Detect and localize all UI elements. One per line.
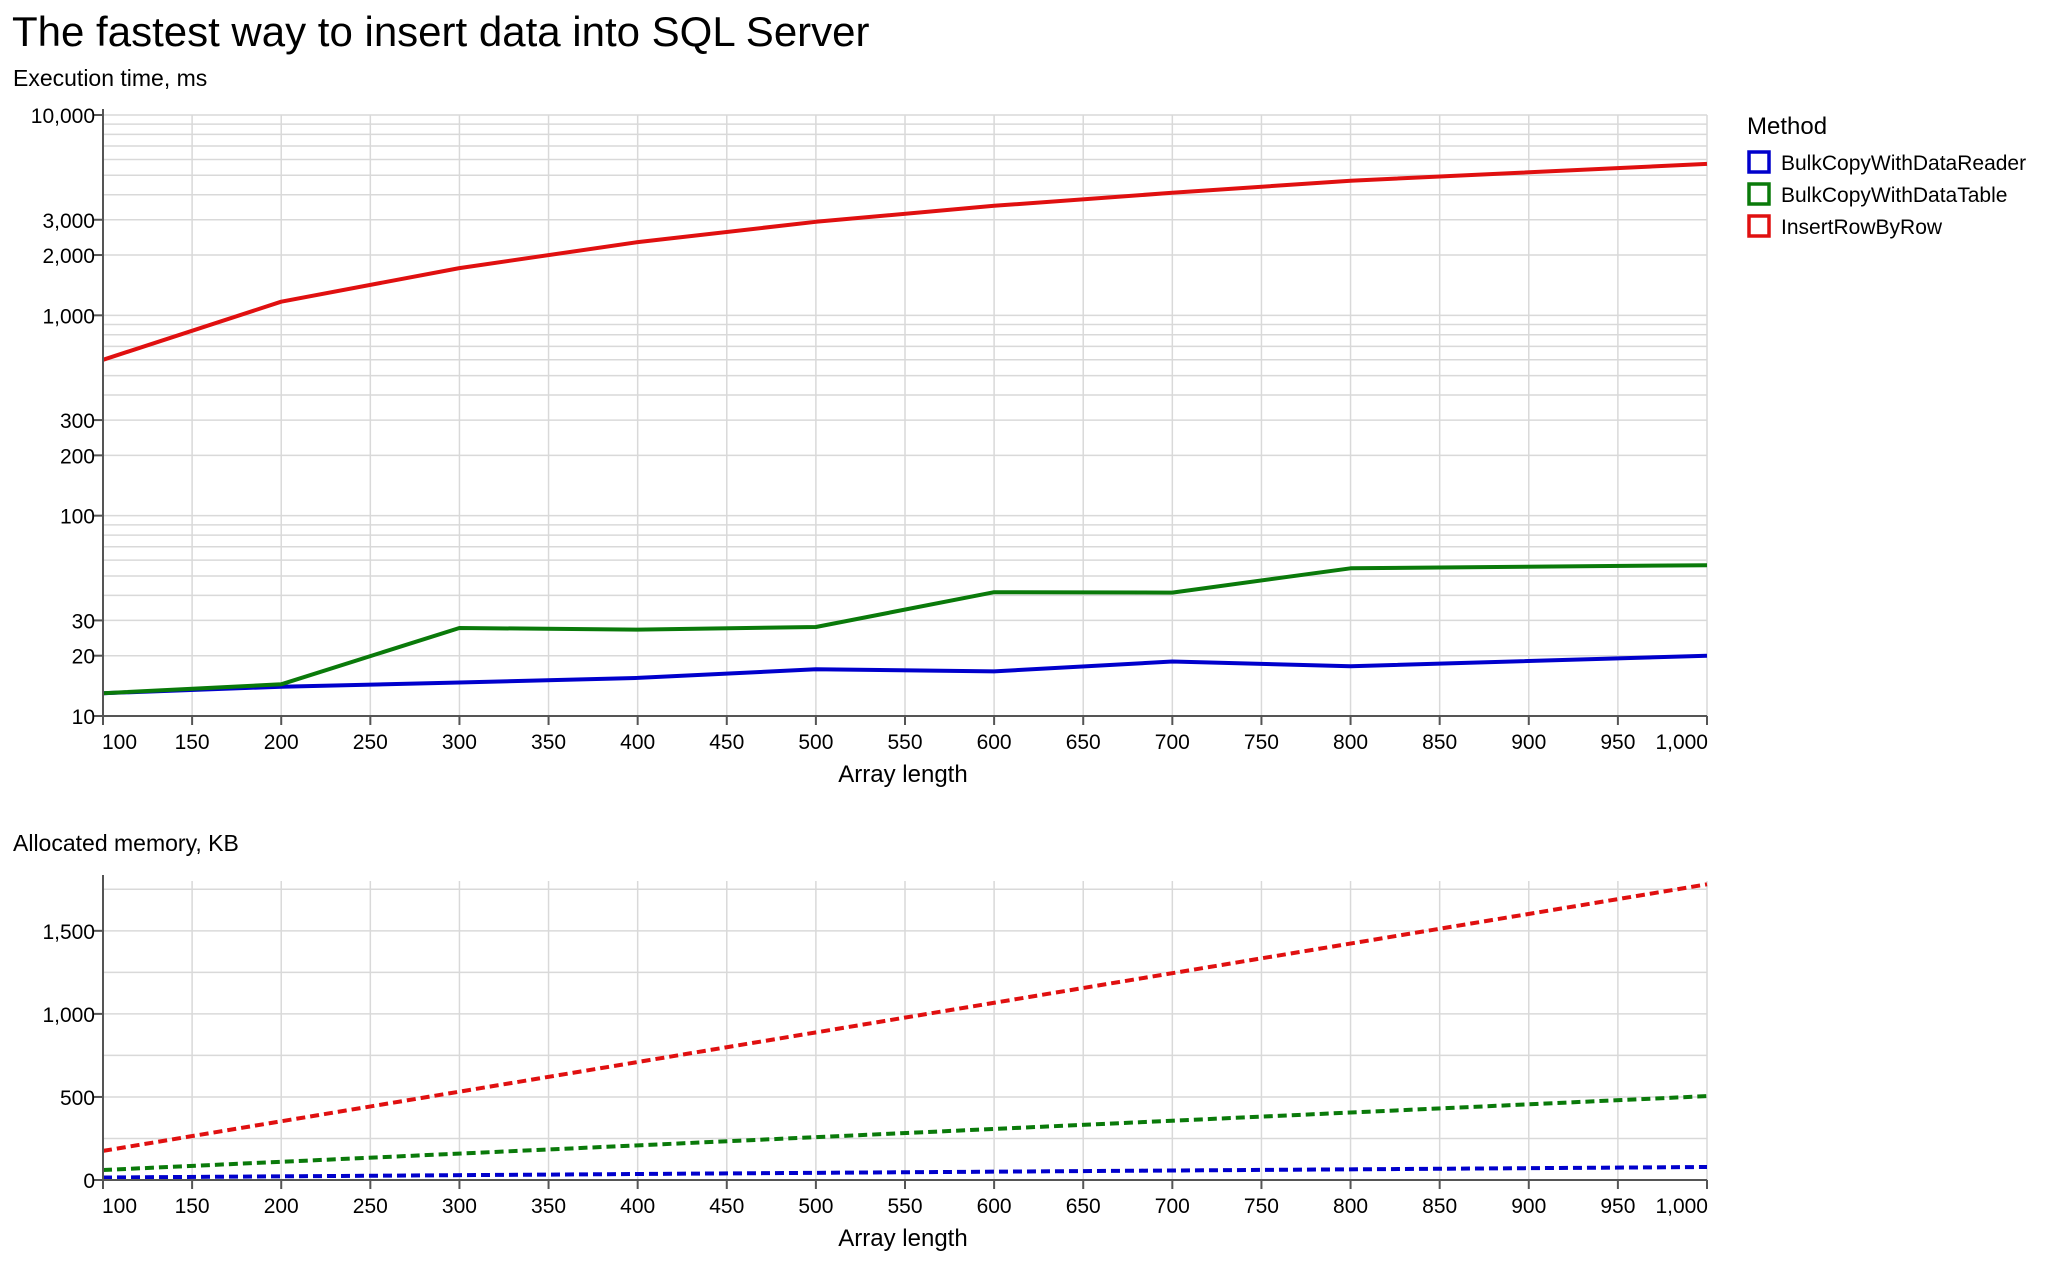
bottom-chart-y-ticks: 0 500 1,000 1,500	[42, 921, 103, 1193]
bottom-chart-x-tick-label: 250	[353, 1195, 388, 1218]
legend-swatch	[1747, 150, 1771, 174]
bottom-chart-title: Allocated memory, KB	[13, 830, 239, 856]
legend-item-label: BulkCopyWithDataReader	[1781, 152, 2026, 175]
top-chart-y-tick-label: 1,000	[42, 305, 95, 328]
bottom-chart-x-tick-label: 200	[264, 1195, 299, 1218]
top-chart-x-tick-label: 550	[887, 731, 922, 754]
legend: Method BulkCopyWithDataReaderBulkCopyWit…	[1747, 113, 2026, 239]
top-chart-y-tick-label: 200	[60, 445, 95, 468]
bottom-chart-x-tick-label: 650	[1066, 1195, 1101, 1218]
top-chart-series	[102, 161, 1708, 696]
top-chart-y-tick-label: 300	[60, 410, 95, 433]
bottom-chart-x-tick-label: 700	[1155, 1195, 1190, 1218]
bottom-chart-x-tick-label: 450	[709, 1195, 744, 1218]
bottom-chart-x-tick-label: 600	[977, 1195, 1012, 1218]
chart-title: The fastest way to insert data into SQL …	[12, 8, 870, 55]
top-chart-title: Execution time, ms	[13, 65, 207, 91]
top-chart-y-tick-label: 100	[60, 506, 95, 529]
top-chart-x-tick-label: 750	[1244, 731, 1279, 754]
top-chart-x-tick-label: 800	[1333, 731, 1368, 754]
top-chart-x-tick-label: 250	[353, 731, 388, 754]
bottom-chart-x-tick-label: 300	[442, 1195, 477, 1218]
top-chart-y-tick-label: 30	[72, 610, 95, 633]
top-chart-x-tick-label: 500	[798, 731, 833, 754]
top-chart-x-ticks: 100 150 200 250 300 350 400 450 500 550 600 650 700 7…	[102, 716, 1708, 754]
top-chart-y-tick-label: 3,000	[42, 210, 95, 233]
top-chart-x-tick-label: 900	[1511, 731, 1546, 754]
legend-item-label: BulkCopyWithDataTable	[1781, 184, 2007, 207]
bottom-chart-series	[102, 882, 1708, 1180]
bottom-chart-gridlines	[102, 881, 1708, 1180]
legend-swatch	[1747, 214, 1771, 238]
legend-item-label: InsertRowByRow	[1781, 216, 1943, 239]
bottom-chart-x-tick-label: 100	[102, 1195, 137, 1218]
legend-items: BulkCopyWithDataReader BulkCopyWithDataTa…	[1747, 150, 2026, 239]
top-chart-x-tick-label: 700	[1155, 731, 1190, 754]
legend-title: Method	[1747, 113, 1827, 140]
top-chart-series-line-insertrowbyrow	[102, 161, 1708, 362]
bottom-chart-y-tick-label: 1,500	[42, 921, 95, 944]
top-chart-y-tick-label: 20	[72, 646, 95, 669]
bottom-chart-x-tick-label: 150	[175, 1195, 210, 1218]
bottom-chart-series-line-bulkcopywithdatareader	[102, 1165, 1708, 1180]
top-chart-y-tick-label: 2,000	[42, 245, 95, 268]
top-chart-x-tick-label: 300	[442, 731, 477, 754]
top-chart-x-tick-label: 850	[1422, 731, 1457, 754]
bottom-chart-x-tick-label: 350	[531, 1195, 566, 1218]
legend-swatch	[1747, 182, 1771, 206]
top-chart-x-tick-label: 450	[709, 731, 744, 754]
top-chart-x-axis-label: Array length	[838, 761, 967, 788]
bottom-chart-x-tick-label: 400	[620, 1195, 655, 1218]
top-chart-y-ticks: 10 20 30 100 200 300 1,000 2,000 3,000 10,000	[31, 105, 103, 729]
bottom-chart-series-line-bulkcopywithdatatable	[102, 1094, 1708, 1172]
bottom-chart-x-tick-label: 750	[1244, 1195, 1279, 1218]
bottom-chart-x-tick-label: 550	[887, 1195, 922, 1218]
top-chart-x-tick-label: 100	[102, 731, 137, 754]
bottom-chart-x-tick-label: 1,000	[1655, 1195, 1708, 1218]
bottom-chart-x-tick-label: 900	[1511, 1195, 1546, 1218]
top-chart-x-tick-label: 600	[977, 731, 1012, 754]
top-chart-x-tick-label: 1,000	[1655, 731, 1708, 754]
top-chart-x-tick-label: 150	[175, 731, 210, 754]
bottom-chart-y-tick-label: 1,000	[42, 1004, 95, 1027]
bottom-chart-x-tick-label: 950	[1600, 1195, 1635, 1218]
top-chart-y-tick-label: 10,000	[31, 105, 95, 128]
top-chart-x-tick-label: 650	[1066, 731, 1101, 754]
bottom-chart-x-ticks: 100 150 200 250 300 350 400 450 500 550 600 650 700 7…	[102, 1180, 1708, 1218]
top-chart-series-line-bulkcopywithdatareader	[102, 653, 1708, 696]
bottom-chart-x-axis-label: Array length	[838, 1225, 967, 1252]
top-chart-x-tick-label: 350	[531, 731, 566, 754]
top-chart-x-tick-label: 950	[1600, 731, 1635, 754]
top-chart-x-tick-label: 200	[264, 731, 299, 754]
bottom-chart-x-tick-label: 850	[1422, 1195, 1457, 1218]
bottom-chart-x-tick-label: 500	[798, 1195, 833, 1218]
top-chart-y-tick-label: 10	[72, 706, 95, 729]
bottom-chart-y-tick-label: 0	[83, 1170, 95, 1193]
top-chart-series-line-bulkcopywithdatatable	[102, 563, 1708, 696]
bottom-chart-x-tick-label: 800	[1333, 1195, 1368, 1218]
top-chart-gridlines	[102, 114, 1708, 717]
bottom-chart-series-line-insertrowbyrow	[102, 882, 1708, 1153]
top-chart-x-tick-label: 400	[620, 731, 655, 754]
bottom-chart-y-tick-label: 500	[60, 1087, 95, 1110]
